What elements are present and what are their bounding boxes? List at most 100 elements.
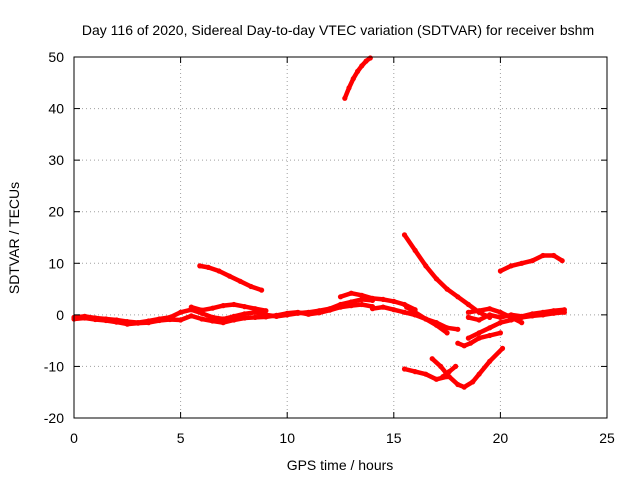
- data-point: [401, 366, 408, 372]
- x-tick-label-0: 0: [70, 430, 78, 446]
- data-point: [401, 309, 408, 315]
- data-point: [404, 304, 410, 310]
- data-point: [252, 314, 258, 320]
- data-point: [199, 316, 205, 322]
- data-point: [346, 85, 352, 91]
- axis-ticks: 0 5 10 15 20 25 -20 -10 0 10 20 30 40 50: [44, 49, 615, 446]
- data-point: [519, 320, 525, 326]
- data-point: [487, 332, 493, 339]
- data-point: [468, 340, 474, 346]
- y-tick-label-4: 20: [48, 204, 64, 220]
- data-point: [252, 306, 258, 312]
- data-point: [242, 304, 248, 310]
- series-arc-19-23-flat: [466, 307, 567, 323]
- data-point: [156, 317, 162, 324]
- data-point: [455, 294, 461, 300]
- data-point: [476, 335, 482, 341]
- data-point: [359, 292, 365, 298]
- data-point: [444, 330, 450, 336]
- data-point: [359, 301, 365, 308]
- data-point: [401, 232, 408, 238]
- data-point: [273, 312, 280, 318]
- data-point: [82, 315, 88, 321]
- data-point: [476, 308, 482, 314]
- data-point: [499, 345, 506, 351]
- data-point: [178, 317, 184, 323]
- data-series: [71, 55, 568, 390]
- data-point: [455, 326, 461, 332]
- data-point: [348, 303, 354, 309]
- data-point: [476, 330, 482, 336]
- data-point: [167, 316, 173, 323]
- data-point: [412, 247, 418, 253]
- data-point: [461, 343, 467, 349]
- x-tick-label-3: 15: [386, 430, 402, 446]
- data-point: [487, 312, 493, 318]
- data-point: [199, 307, 205, 313]
- data-point: [455, 340, 461, 346]
- data-point: [453, 363, 459, 369]
- data-point: [367, 55, 373, 61]
- data-point: [348, 290, 354, 296]
- data-point: [210, 305, 216, 311]
- data-point: [487, 358, 493, 364]
- data-point: [551, 252, 557, 259]
- data-point: [497, 320, 503, 326]
- data-point: [359, 296, 365, 302]
- data-point: [210, 318, 216, 324]
- data-point: [284, 310, 290, 316]
- data-point: [231, 317, 237, 323]
- data-point: [305, 311, 312, 317]
- data-point: [337, 294, 344, 300]
- data-point: [551, 308, 557, 314]
- y-tick-label-6: 40: [48, 101, 64, 117]
- y-tick-label-1: -10: [44, 358, 64, 374]
- y-tick-label-2: 0: [56, 307, 64, 323]
- data-point: [380, 296, 386, 302]
- data-point: [242, 315, 248, 321]
- data-point: [465, 309, 471, 315]
- data-point: [146, 320, 152, 326]
- y-axis-label: SDTVAR / TECUs: [6, 182, 22, 294]
- data-point: [561, 307, 568, 313]
- data-point: [470, 379, 476, 385]
- data-point: [433, 376, 439, 382]
- data-point: [559, 258, 565, 264]
- data-point: [248, 283, 254, 290]
- data-point: [444, 325, 450, 331]
- data-point: [465, 335, 471, 341]
- data-point: [135, 320, 141, 326]
- data-point: [438, 363, 444, 369]
- data-point: [440, 374, 446, 380]
- data-point: [497, 268, 503, 274]
- data-point: [508, 314, 514, 320]
- data-point: [508, 263, 514, 269]
- data-point: [295, 309, 301, 315]
- data-point: [242, 311, 248, 317]
- data-point: [237, 278, 243, 284]
- data-point: [316, 310, 322, 316]
- x-tick-label-1: 5: [177, 430, 185, 446]
- data-point: [446, 369, 452, 375]
- data-point: [188, 313, 194, 319]
- data-point: [465, 314, 471, 320]
- data-point: [363, 58, 369, 64]
- data-point: [429, 356, 435, 362]
- data-point: [327, 307, 333, 313]
- data-point: [178, 309, 184, 315]
- data-point: [124, 321, 130, 327]
- data-point: [359, 63, 365, 69]
- data-point: [391, 298, 397, 304]
- data-point: [519, 260, 525, 266]
- data-point: [369, 295, 376, 301]
- data-point: [433, 276, 439, 282]
- data-point: [476, 371, 482, 377]
- data-point: [337, 304, 344, 310]
- data-point: [188, 304, 194, 310]
- data-point: [487, 306, 493, 312]
- data-point: [220, 320, 226, 326]
- data-point: [391, 307, 397, 313]
- x-tick-label-2: 10: [279, 430, 295, 446]
- data-point: [216, 268, 222, 274]
